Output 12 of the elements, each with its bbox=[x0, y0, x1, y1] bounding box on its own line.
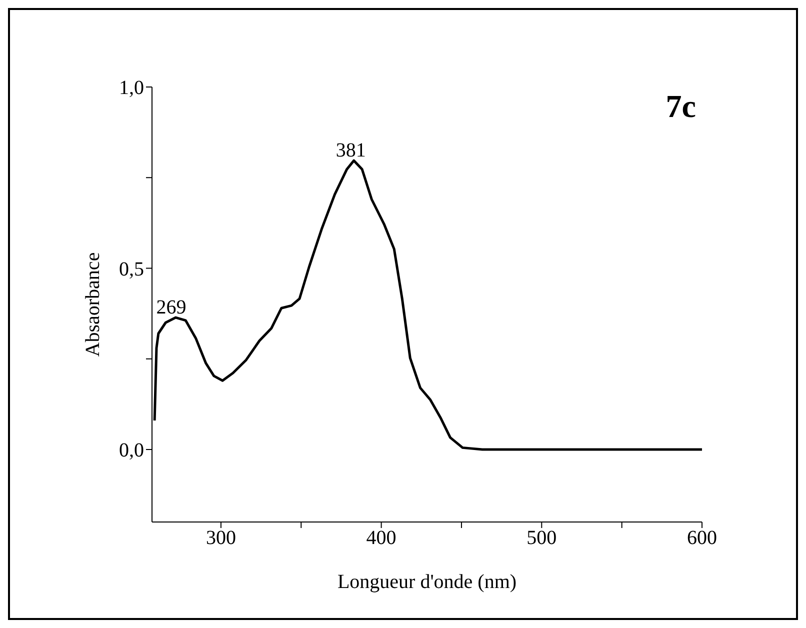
x-tick-label: 300 bbox=[206, 527, 236, 550]
x-axis-title: Longueur d'onde (nm) bbox=[337, 571, 517, 593]
annotation: 7c bbox=[666, 88, 696, 125]
y-axis-title: Absaorbance bbox=[82, 252, 104, 357]
x-tick-label: 500 bbox=[526, 527, 557, 550]
y-tick-label: 0,0 bbox=[119, 440, 144, 462]
annotation: 269 bbox=[156, 296, 186, 319]
x-tick-label: 600 bbox=[687, 527, 717, 550]
y-tick-label: 1,0 bbox=[119, 77, 144, 100]
y-tick-label: 0,5 bbox=[119, 258, 144, 280]
x-tick-label: 400 bbox=[366, 527, 396, 550]
annotation: 381 bbox=[336, 140, 366, 162]
